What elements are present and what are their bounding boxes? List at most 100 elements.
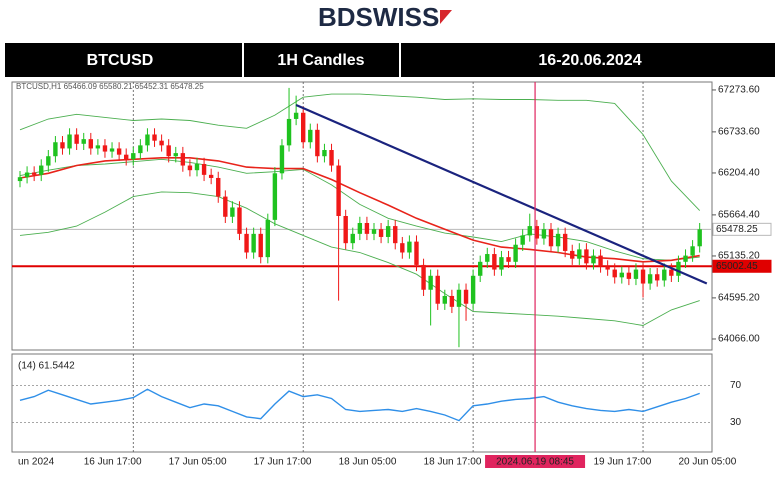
candle-body — [400, 243, 405, 253]
candle-body — [662, 269, 667, 281]
candle-body — [626, 272, 632, 279]
candle-body — [407, 241, 412, 253]
candle-body — [322, 150, 327, 157]
candle-body — [385, 226, 391, 237]
candle-body — [690, 246, 695, 256]
candle-body — [697, 229, 702, 247]
candle-body — [612, 269, 617, 278]
candle-body — [364, 222, 370, 234]
candle-body — [286, 118, 292, 146]
symbol: BTCUSD — [87, 52, 154, 69]
price-label-box — [712, 222, 772, 236]
candle-body — [598, 255, 603, 267]
candle-body — [336, 165, 341, 216]
candle-body — [194, 163, 200, 171]
candle-body — [102, 145, 108, 152]
candle-body — [145, 134, 150, 146]
candle-body — [513, 244, 518, 262]
candle-body — [265, 219, 270, 258]
candle-body — [577, 249, 582, 259]
candle-body — [159, 140, 164, 146]
price-label: 65478.25 — [716, 224, 758, 235]
candle-body — [138, 145, 143, 154]
candle-body — [17, 177, 23, 182]
candle-body — [251, 233, 256, 253]
candle-body — [683, 255, 688, 262]
candle-body — [527, 226, 532, 236]
candle-body — [442, 295, 447, 304]
rsi-tick-label: 30 — [730, 417, 742, 428]
candle-body — [499, 257, 504, 270]
candle-body — [315, 129, 320, 157]
candle-body — [180, 153, 186, 166]
candle-body — [166, 145, 171, 157]
rsi-tick-label: 70 — [730, 380, 742, 391]
x-tick-label: 16 Jun 17:00 — [84, 457, 142, 468]
candle-body — [81, 139, 86, 144]
candle-body — [357, 222, 363, 234]
candle-body — [201, 163, 207, 175]
price-pane — [11, 81, 713, 351]
cursor-label-box — [485, 455, 586, 468]
x-tick-label: 20 Jun 05:00 — [678, 457, 736, 468]
trendline — [295, 103, 708, 285]
candle-body — [279, 145, 285, 174]
logo: BDSWISS — [318, 2, 439, 32]
logo-mark — [440, 10, 452, 24]
candle-body — [470, 275, 476, 304]
price-label: 65002.45 — [716, 261, 758, 272]
candle-body — [485, 254, 490, 262]
candle-body — [584, 249, 589, 264]
candle-body — [435, 275, 440, 304]
y-tick-label: 67273.60 — [718, 85, 760, 96]
y-tick-label: 64066.00 — [718, 334, 760, 345]
x-tick-label: 18 Jun 05:00 — [339, 457, 397, 468]
candle-body — [152, 134, 157, 141]
candle-body — [492, 254, 497, 270]
candle-body — [74, 134, 79, 144]
candle-body — [88, 139, 93, 149]
candle-body — [669, 269, 674, 276]
candle-body — [591, 255, 596, 264]
candle-body — [109, 148, 115, 152]
candle-body — [506, 257, 511, 262]
candle-body — [534, 226, 540, 239]
x-tick-label: un 2024 — [18, 457, 55, 468]
price-label-box — [712, 259, 772, 273]
candle-body — [216, 177, 221, 197]
candle-body — [173, 153, 178, 157]
y-tick-label: 66204.40 — [718, 168, 760, 179]
y-tick-label: 65135.20 — [718, 251, 760, 262]
ohlc-info: BTCUSD,H1 65466.09 65580.21 65452.31 654… — [16, 82, 204, 91]
candle-body — [308, 129, 313, 143]
candle-body — [223, 196, 228, 217]
rsi-title: (14) 61.5442 — [18, 361, 75, 372]
rsi-pane — [11, 353, 713, 453]
y-tick-label: 65664.40 — [718, 210, 760, 221]
candle-body — [619, 272, 624, 278]
candle-body — [272, 173, 278, 220]
candle-body — [605, 266, 610, 270]
candle-body — [95, 145, 101, 149]
candle-body — [633, 269, 639, 279]
candle-body — [343, 216, 348, 244]
candle-body — [463, 289, 469, 304]
candle-body — [237, 207, 242, 234]
candle-body — [449, 295, 455, 307]
candle-body — [131, 153, 136, 160]
y-tick-label: 64595.20 — [718, 293, 760, 304]
candle-body — [24, 172, 30, 178]
candle-body — [655, 274, 660, 281]
candle-body — [562, 233, 568, 251]
candle-body — [414, 241, 419, 265]
candle-body — [301, 112, 306, 143]
candle-body — [60, 142, 65, 149]
rsi-line — [19, 388, 700, 422]
candle-body — [541, 229, 547, 239]
candle-body — [230, 207, 235, 217]
date-range: 16-20.06.2024 — [538, 52, 641, 69]
candle-body — [293, 112, 299, 119]
candle-body — [187, 165, 193, 171]
indicator-line — [19, 191, 700, 326]
